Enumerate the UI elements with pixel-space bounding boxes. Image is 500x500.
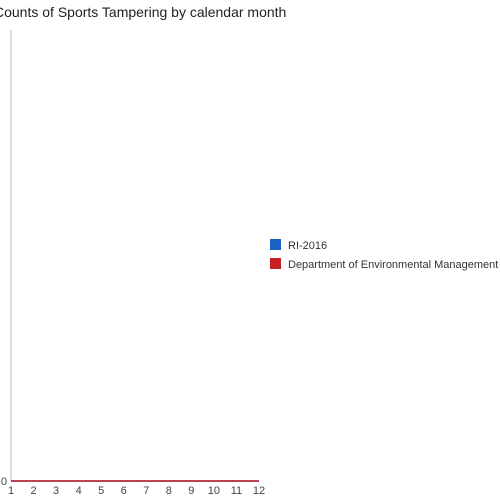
x-tick-label: 5 — [98, 485, 104, 497]
x-tick-label: 4 — [76, 485, 82, 497]
legend-swatch — [270, 239, 281, 250]
x-tick-label: 7 — [143, 485, 149, 497]
x-tick-label: 3 — [53, 485, 59, 497]
x-tick-label: 10 — [208, 485, 220, 497]
x-tick-label: 11 — [231, 485, 242, 497]
legend-label: RI-2016 — [288, 240, 327, 252]
legend: RI-2016 Department of Environmental Manag… — [270, 239, 498, 271]
legend-label: Department of Environmental Management — [288, 259, 498, 271]
legend-swatch — [270, 258, 281, 269]
chart-title: Counts of Sports Tampering by calendar m… — [0, 4, 286, 20]
x-tick-label: 1 — [8, 485, 14, 497]
x-tick-label: 6 — [121, 485, 127, 497]
x-tick-label: 12 — [253, 485, 265, 497]
x-tick-label: 8 — [166, 485, 172, 497]
x-tick-label: 2 — [30, 485, 36, 497]
x-tick-labels: 1 2 3 4 5 6 7 8 9 10 11 12 — [8, 485, 265, 497]
x-tick-label: 9 — [188, 485, 194, 497]
y-tick-labels: 0 — [1, 476, 7, 488]
y-tick-label: 0 — [1, 476, 7, 488]
